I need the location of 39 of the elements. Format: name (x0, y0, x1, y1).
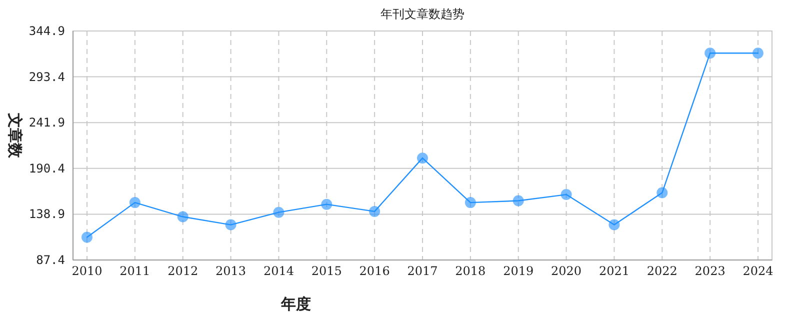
point (656, 187, 668, 198)
y-tick-label: 190.4 (28, 161, 65, 176)
y-axis-title: 文章数 (6, 112, 24, 159)
y-tick-label: 241.9 (28, 116, 65, 130)
x-tick-label: 2014 (263, 264, 294, 278)
point (273, 206, 284, 218)
x-tick-label: 2013 (216, 264, 246, 278)
point (752, 48, 764, 59)
point (608, 219, 620, 230)
point (560, 189, 572, 200)
point (512, 195, 524, 206)
x-tick-label: 2015 (311, 264, 342, 278)
x-tick-label: 2012 (168, 264, 198, 278)
point (704, 48, 716, 59)
x-tick-label: 2010 (72, 264, 102, 278)
x-tick-label: 2017 (407, 264, 438, 278)
x-tick-label: 2022 (646, 264, 678, 278)
point (369, 206, 380, 217)
point (82, 232, 92, 243)
x-tick-label: 2016 (359, 264, 390, 278)
point (417, 152, 428, 164)
y-tick-label: 344.9 (28, 24, 65, 38)
point (129, 197, 140, 208)
x-tick-label: 2020 (551, 264, 582, 278)
x-tick-label: 2023 (694, 264, 726, 278)
y-tick-label: 138.9 (28, 207, 65, 222)
x-tick-label: 2011 (120, 264, 150, 278)
x-tick-label: 2018 (455, 264, 486, 278)
chart-title: 年刊文章数趋势 (380, 7, 464, 21)
point (225, 219, 236, 230)
y-tick-label: 87.4 (36, 253, 65, 267)
point (321, 198, 332, 210)
point (464, 197, 476, 208)
x-tick-label: 2019 (503, 264, 534, 278)
point (177, 211, 188, 222)
x-tick-label: 2024 (742, 264, 774, 278)
y-tick-label: 293.4 (28, 70, 65, 84)
x-axis-title: 年度 (280, 295, 311, 313)
x-tick-label: 2021 (598, 264, 630, 278)
